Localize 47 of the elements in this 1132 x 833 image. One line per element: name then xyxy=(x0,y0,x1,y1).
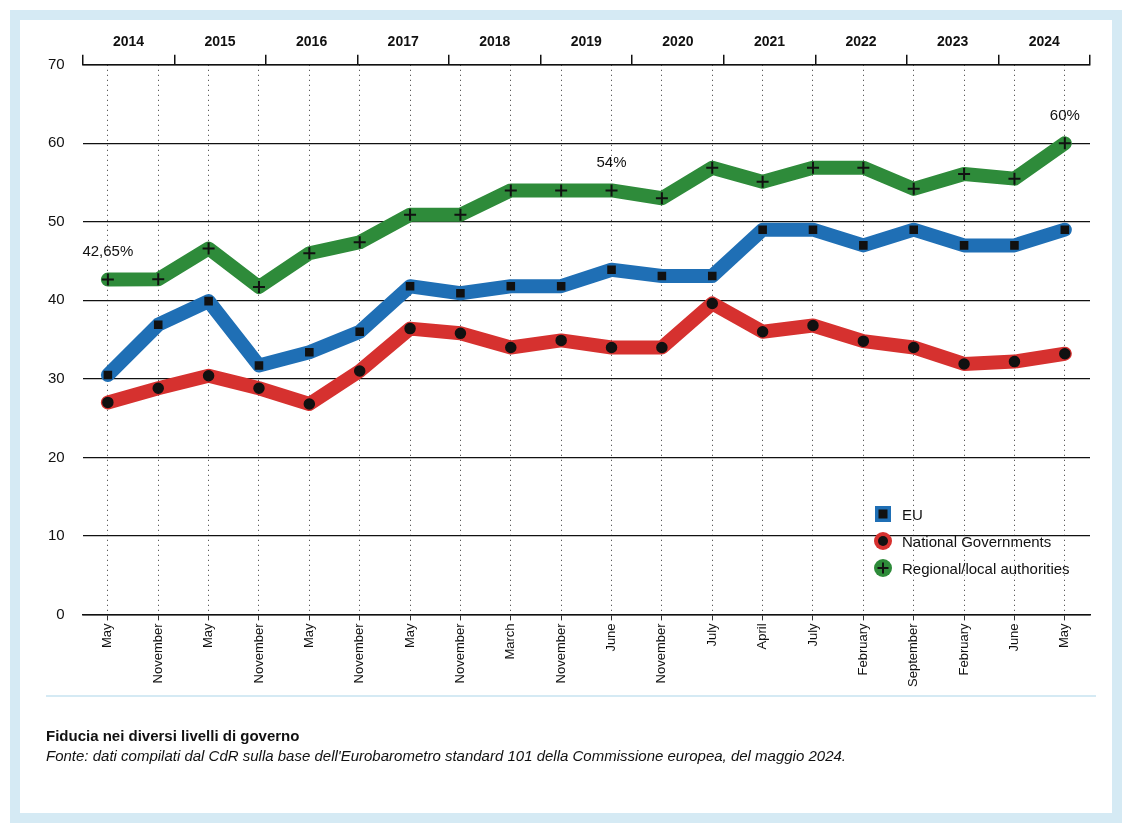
x2-tick-label: 2024 xyxy=(1028,33,1060,50)
x2-tick-label: 2019 xyxy=(570,33,603,50)
x2-tick-label: 2017 xyxy=(387,33,419,50)
y-tick-label: 70 xyxy=(48,54,65,72)
x-tick-label: April xyxy=(754,623,770,650)
legend-label: Regional/local authorities xyxy=(902,559,1070,577)
x2-tick-label: 2023 xyxy=(937,33,969,50)
x2-tick-label: 2022 xyxy=(845,33,877,50)
x-tick-label: November xyxy=(149,622,165,684)
data-label: 54% xyxy=(596,153,627,171)
x-tick-label: September xyxy=(905,622,921,687)
y-tick-label: 30 xyxy=(48,369,65,386)
x-tick-label: May xyxy=(300,622,316,648)
x-tick-label: June xyxy=(603,623,619,652)
x2-tick-label: 2014 xyxy=(112,33,145,50)
x-tick-label: June xyxy=(1006,623,1022,652)
y-tick-label: 20 xyxy=(48,447,65,465)
data-label: 42,65% xyxy=(82,242,134,260)
x-tick-label: February xyxy=(854,622,870,676)
x-tick-label: November xyxy=(250,622,266,684)
data-label: 60% xyxy=(1049,105,1080,123)
x-tick-label: November xyxy=(552,622,568,684)
x-tick-label: May xyxy=(99,622,115,648)
x-tick-label: November xyxy=(452,622,468,684)
text: Fiducia nei diversi livelli di governo xyxy=(46,727,301,744)
x-tick-label: November xyxy=(351,622,367,684)
x2-tick-label: 2016 xyxy=(296,33,328,50)
y-tick-label: 10 xyxy=(48,526,65,544)
source-note: Fonte: dati compilati dal CdR sulla base dell'Eurobarometro standard 101 della Commissione europea, del maggio 2024. xyxy=(46,747,847,764)
x-tick-label: November xyxy=(653,622,669,684)
x2-tick-label: 2020 xyxy=(662,33,694,50)
x-tick-label: March xyxy=(502,623,518,660)
x2-tick-label: 2018 xyxy=(479,33,511,50)
legend-label: National Governments xyxy=(902,532,1052,550)
legend-label: EU xyxy=(902,505,923,523)
x-tick-label: May xyxy=(401,622,417,648)
x-tick-label: May xyxy=(1056,622,1072,648)
x-tick-label: July xyxy=(804,622,820,647)
y-tick-label: 50 xyxy=(48,211,65,229)
x2-tick-label: 2015 xyxy=(204,33,236,50)
x2-tick-label: 2021 xyxy=(753,33,786,50)
y-tick-label: 60 xyxy=(48,133,65,151)
x-tick-label: February xyxy=(955,622,971,676)
x-tick-label: May xyxy=(200,622,216,648)
y-tick-label: 0 xyxy=(56,604,65,622)
y-tick-label: 40 xyxy=(48,290,65,308)
x-tick-label: July xyxy=(703,622,719,647)
